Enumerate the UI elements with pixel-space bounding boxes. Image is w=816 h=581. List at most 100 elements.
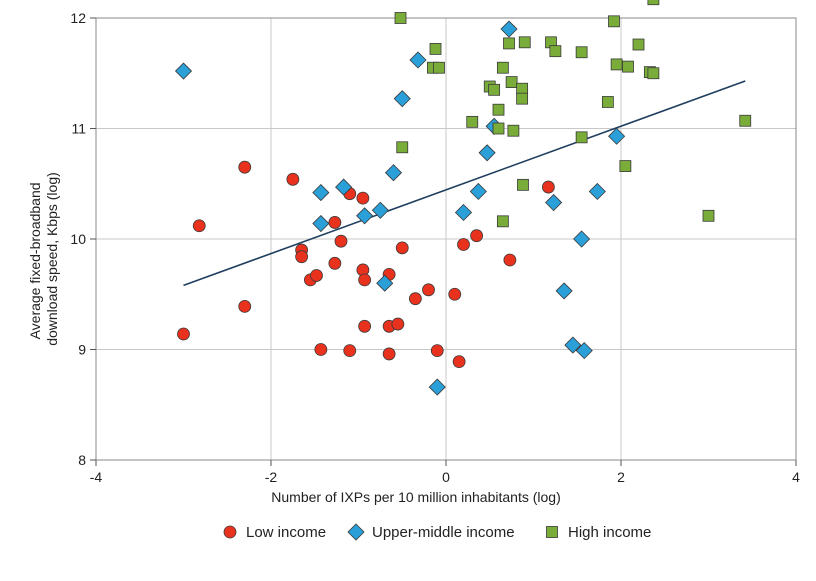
point-high-income: [608, 15, 620, 28]
point-high-income: [492, 122, 505, 135]
point-high-income: [488, 83, 501, 96]
legend-label-upper-middle-income: Upper-middle income: [372, 524, 515, 541]
point-high-income: [496, 61, 509, 74]
point-high-income: [505, 76, 518, 88]
point-high-income: [601, 96, 614, 108]
point-high-income: [575, 46, 588, 59]
point-high-income: [549, 45, 562, 58]
point-low-income: [395, 241, 409, 255]
point-high-income: [517, 178, 529, 191]
point-upper-middle-income: [312, 214, 330, 233]
point-high-income: [496, 215, 509, 228]
point-high-income: [739, 114, 752, 127]
y-tick-label: 10: [70, 231, 86, 247]
point-low-income: [430, 344, 444, 358]
point-low-income: [343, 344, 357, 358]
point-low-income: [358, 319, 372, 333]
point-upper-middle-income: [384, 164, 403, 182]
point-low-income: [286, 172, 300, 186]
point-high-income: [433, 61, 445, 74]
point-low-income: [328, 256, 342, 270]
point-high-income: [575, 131, 588, 144]
point-low-income: [310, 269, 323, 282]
point-low-income: [295, 250, 309, 264]
point-low-income: [503, 253, 517, 267]
point-low-income: [470, 229, 484, 243]
y-tick-label: 9: [78, 342, 86, 358]
y-tick-label: 8: [78, 452, 86, 468]
legend-label-high-income: High income: [568, 524, 651, 541]
point-low-income: [238, 300, 252, 313]
point-upper-middle-income: [371, 201, 389, 219]
point-upper-middle-income: [575, 342, 593, 360]
point-upper-middle-income: [454, 203, 473, 222]
legend-label-low-income: Low income: [246, 524, 326, 541]
y-axis-title-line-1: Average fixed-broadband: [27, 182, 43, 339]
y-tick-label: 12: [70, 10, 86, 26]
legend-marker-high-income: [546, 526, 558, 538]
point-high-income: [396, 141, 409, 154]
point-high-income: [518, 36, 531, 49]
point-upper-middle-income: [469, 182, 487, 201]
axis-ticks: -4 -2 0 2 4 8 9 10 11 12: [70, 10, 800, 485]
point-high-income: [610, 58, 623, 71]
point-high-income: [647, 67, 660, 80]
point-high-income: [516, 92, 529, 105]
point-low-income: [358, 273, 372, 287]
point-upper-middle-income: [608, 127, 626, 145]
point-upper-middle-income: [376, 274, 394, 292]
point-upper-middle-income: [588, 182, 606, 201]
point-low-income: [314, 343, 328, 356]
point-low-income: [238, 160, 252, 174]
point-low-income: [328, 216, 342, 229]
point-upper-middle-income: [356, 207, 374, 225]
point-high-income: [647, 0, 660, 6]
y-axis-title: Average fixed-broadband download speed, …: [27, 172, 60, 346]
point-high-income: [619, 160, 632, 172]
point-low-income: [192, 219, 206, 233]
y-tick-label: 11: [71, 121, 86, 137]
point-low-income: [422, 283, 435, 297]
fit-line: [183, 80, 746, 287]
point-upper-middle-income: [335, 178, 353, 196]
point-low-income: [541, 180, 555, 194]
point-upper-middle-income: [312, 184, 330, 202]
legend: Low income Upper-middle income High income: [223, 523, 651, 541]
point-high-income: [492, 103, 505, 116]
point-low-income: [408, 292, 422, 306]
point-upper-middle-income: [500, 20, 518, 38]
x-tick-label: 2: [617, 469, 625, 485]
legend-marker-low-income: [223, 525, 237, 539]
point-upper-middle-income: [573, 230, 591, 248]
point-low-income: [356, 191, 370, 205]
legend-marker-upper-middle-income: [347, 523, 365, 541]
point-low-income: [452, 355, 466, 369]
point-high-income: [429, 43, 442, 55]
x-axis-title: Number of IXPs per 10 million inhabitant…: [271, 489, 560, 505]
y-axis-title-line-2: download speed, Kbps (log): [44, 172, 60, 346]
x-tick-label: -4: [90, 469, 103, 485]
point-upper-middle-income: [393, 90, 411, 108]
point-high-income: [394, 12, 407, 24]
point-low-income: [177, 327, 190, 341]
point-upper-middle-income: [428, 378, 446, 396]
point-low-income: [334, 234, 348, 248]
data-points: [174, 0, 752, 396]
point-upper-middle-income: [555, 282, 573, 300]
point-low-income: [391, 317, 405, 331]
x-tick-label: -2: [265, 469, 278, 485]
point-high-income: [632, 38, 645, 51]
point-high-income: [503, 37, 515, 50]
point-upper-middle-income: [564, 336, 582, 354]
point-upper-middle-income: [174, 62, 193, 80]
point-low-income: [382, 347, 396, 361]
point-high-income: [702, 209, 715, 222]
x-tick-label: 0: [442, 469, 450, 485]
fit-line-group: [183, 80, 746, 287]
point-high-income: [516, 82, 529, 95]
point-upper-middle-income: [409, 51, 427, 69]
point-low-income: [457, 238, 470, 251]
point-upper-middle-income: [545, 193, 563, 212]
x-tick-label: 4: [792, 469, 800, 485]
